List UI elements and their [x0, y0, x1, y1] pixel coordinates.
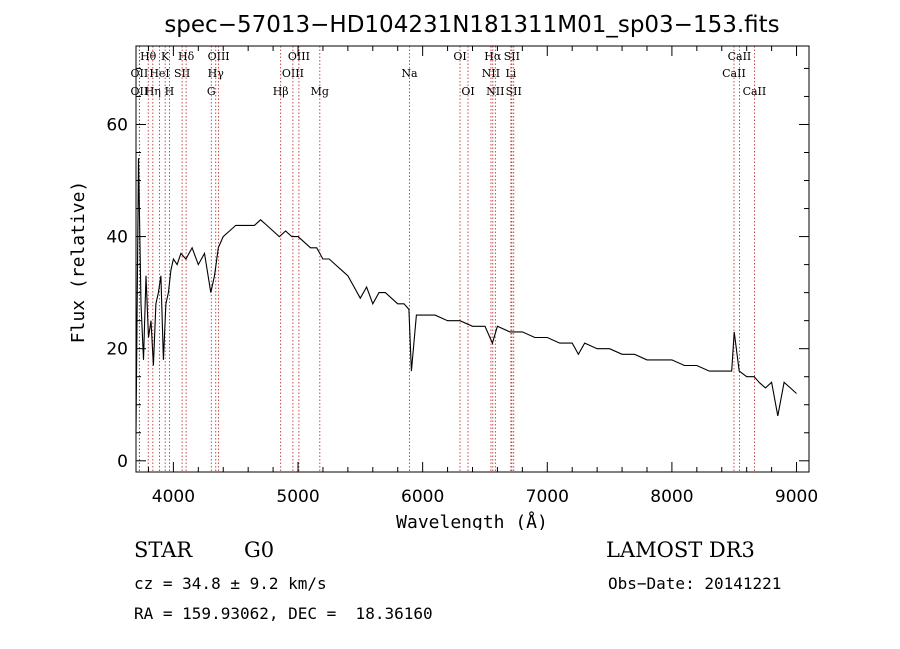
x-tick-label-0: 4000: [152, 487, 195, 507]
emission-line-label-14: Hβ: [273, 85, 289, 98]
redshift-cz: cz = 34.8 ± 9.2 km/s: [134, 574, 327, 593]
emission-line-label-0: Hθ: [140, 50, 157, 63]
emission-line-label-11: G: [207, 85, 216, 98]
emission-line-label-5: Hη: [145, 85, 161, 98]
emission-line-label-23: Li: [505, 67, 516, 80]
x-tick-label-1: 5000: [276, 487, 319, 507]
emission-line-label-19: Hα: [484, 50, 502, 63]
emission-line-label-25: CaII: [728, 50, 752, 63]
emission-line-label-27: CaII: [743, 85, 767, 98]
spectrum-chart: spec−57013−HD104231N181311M01_sp03−153.f…: [68, 12, 818, 530]
emission-line-label-24: SII: [506, 85, 522, 98]
y-tick-label-1: 20: [106, 340, 128, 360]
x-tick-label-5: 9000: [775, 487, 818, 507]
emission-line-label-17: OI: [453, 50, 466, 63]
coordinates: RA = 159.93062, DEC = 18.36160: [134, 604, 433, 623]
plot-frame: [135, 45, 810, 473]
emission-line-label-4: HeI: [149, 67, 169, 80]
x-tick-label-2: 6000: [401, 487, 444, 507]
emission-line-label-1: OII: [131, 67, 149, 80]
emission-line-label-13: OIII: [282, 67, 304, 80]
x-tick-label-3: 7000: [526, 487, 569, 507]
chart-title: spec−57013−HD104231N181311M01_sp03−153.f…: [164, 12, 779, 38]
object-class: STAR: [134, 538, 193, 562]
emission-line-label-8: Hδ: [178, 50, 195, 63]
observation-date: Obs−Date: 20141221: [608, 574, 782, 593]
emission-line-label-20: NII: [482, 67, 500, 80]
emission-line-label-2: OII: [131, 85, 149, 98]
y-tick-label-3: 60: [106, 115, 128, 135]
object-subclass: G0: [244, 538, 275, 562]
y-axis-label: Flux (relative): [68, 181, 89, 344]
spectrum-series: [135, 158, 797, 433]
emission-line-label-22: SII: [504, 50, 520, 63]
axis-ticks: 4000 5000 6000 7000 8000 9000 0 20 40 60: [106, 46, 818, 507]
y-tick-label-0: 0: [117, 452, 128, 472]
emission-line-markers: Hθ OII OII K HeI Hη SII H Hδ OIII Hγ G OIII OIII Hβ Mg N…: [131, 46, 767, 472]
emission-line-label-7: H: [165, 85, 175, 98]
emission-line-label-21: NII: [486, 85, 504, 98]
emission-line-label-12: OIII: [288, 50, 310, 63]
emission-line-label-6: SII: [174, 67, 190, 80]
x-axis-label: Wavelength (Å): [396, 511, 548, 530]
emission-line-label-18: OI: [461, 85, 474, 98]
emission-line-label-16: Na: [401, 67, 418, 80]
emission-line-label-10: Hγ: [208, 67, 225, 80]
emission-line-label-15: Mg: [311, 85, 329, 98]
x-tick-label-4: 8000: [650, 487, 693, 507]
emission-line-label-3: K: [161, 50, 170, 63]
y-tick-label-2: 40: [106, 228, 128, 248]
spectrum-line-0: [135, 158, 797, 433]
emission-line-label-26: CaII: [722, 67, 746, 80]
emission-line-label-9: OIII: [208, 50, 230, 63]
survey-name: LAMOST DR3: [606, 538, 755, 562]
